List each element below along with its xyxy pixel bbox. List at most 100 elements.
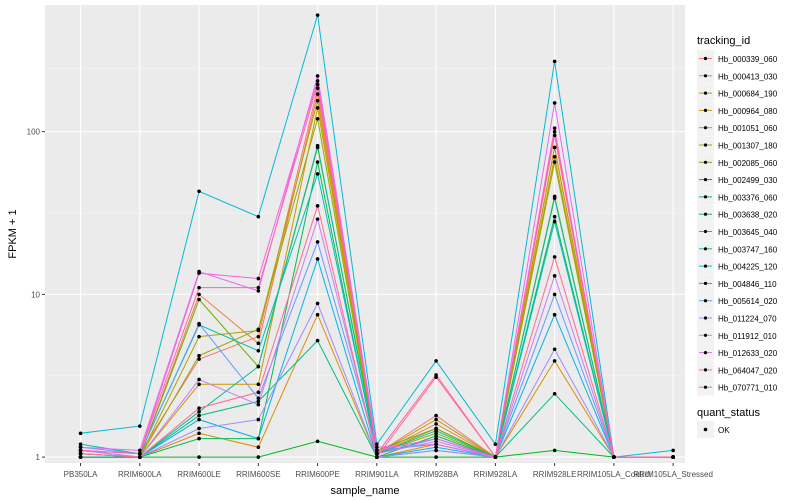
data-point — [256, 399, 261, 404]
legend2-label: OK — [718, 426, 730, 435]
x-tick-label: RRIM928BA — [414, 470, 459, 479]
data-point — [552, 391, 557, 396]
legend-label[interactable]: Hb_002499_030 — [718, 176, 778, 185]
legend-point — [703, 385, 708, 389]
legend-label[interactable]: Hb_003376_060 — [718, 193, 778, 202]
legend-point — [703, 108, 708, 112]
x-tick-label: RRIM600PE — [295, 470, 339, 479]
legend-label[interactable]: Hb_011224_070 — [718, 315, 777, 324]
data-point — [552, 347, 557, 352]
data-point — [552, 126, 557, 130]
data-point — [256, 327, 261, 332]
legend-label[interactable]: Hb_011912_010 — [718, 332, 777, 341]
legend-label[interactable]: Hb_004225_120 — [718, 263, 778, 272]
data-point — [78, 442, 83, 447]
data-point — [256, 349, 261, 353]
legend-label[interactable]: Hb_000684_190 — [718, 90, 778, 99]
data-point — [256, 334, 261, 339]
legend-point — [703, 299, 708, 303]
data-point — [197, 285, 201, 290]
legend-label[interactable]: Hb_003638_020 — [718, 211, 778, 220]
legend-point — [703, 195, 708, 199]
data-point — [138, 455, 142, 459]
data-point — [256, 455, 261, 459]
legend-point — [703, 160, 708, 164]
data-point — [552, 448, 557, 453]
legend-label[interactable]: Hb_000964_080 — [718, 107, 778, 116]
legend-label[interactable]: Hb_064047_020 — [718, 366, 778, 375]
data-point — [197, 377, 201, 382]
data-point — [256, 396, 261, 401]
data-point — [197, 297, 201, 302]
y-axis-label: FPKM + 1 — [7, 209, 19, 258]
data-point — [434, 413, 438, 418]
data-point — [493, 442, 498, 447]
data-point — [256, 289, 261, 293]
data-point — [315, 74, 320, 78]
legend-point — [703, 316, 708, 320]
data-point — [552, 274, 557, 278]
data-point — [315, 257, 320, 261]
y-tick-label: 10 — [31, 290, 40, 299]
data-point — [197, 426, 201, 431]
x-tick-label: PB350LA — [64, 470, 98, 479]
data-point — [375, 448, 379, 453]
legend-title: tracking_id — [697, 35, 750, 47]
data-point — [315, 312, 320, 317]
data-point — [434, 431, 438, 436]
data-point — [552, 292, 557, 297]
data-point — [434, 448, 438, 453]
data-point — [315, 98, 320, 103]
data-point — [138, 451, 142, 456]
data-point — [434, 439, 438, 444]
data-point — [552, 312, 557, 317]
legend-point — [703, 264, 708, 268]
legend-label[interactable]: Hb_000413_030 — [718, 72, 778, 81]
x-tick-label: RRIM105LA_Control — [577, 470, 651, 479]
data-point — [197, 321, 201, 326]
data-point — [256, 402, 261, 407]
data-point — [671, 448, 675, 453]
legend-point — [703, 143, 708, 147]
data-point — [552, 145, 557, 150]
data-point — [493, 455, 498, 459]
data-point — [256, 364, 261, 369]
legend-label[interactable]: Hb_003645_040 — [718, 228, 778, 237]
legend-label[interactable]: Hb_001307_180 — [718, 142, 778, 151]
legend-point — [703, 91, 708, 95]
data-point — [552, 160, 557, 164]
data-point — [315, 338, 320, 343]
points — [78, 13, 675, 459]
legend-label[interactable]: Hb_002085_060 — [718, 159, 778, 168]
legend2-title: quant_status — [697, 407, 760, 419]
data-point — [197, 455, 201, 459]
legend-label[interactable]: Hb_012633_020 — [718, 349, 778, 358]
data-point — [434, 422, 438, 426]
data-point — [315, 301, 320, 306]
data-point — [256, 382, 261, 387]
data-point — [434, 455, 438, 459]
data-point — [197, 413, 201, 418]
legend-label[interactable]: Hb_070771_010 — [718, 384, 778, 393]
legend-point — [703, 126, 708, 130]
legend-label[interactable]: Hb_001051_060 — [718, 124, 778, 133]
legend-label[interactable]: Hb_003747_160 — [718, 245, 778, 254]
x-tick-label: RRIM600SE — [236, 470, 280, 479]
data-point — [552, 101, 557, 105]
x-axis-label: sample_name — [330, 485, 399, 497]
x-tick-label: RRIM928LE — [533, 470, 577, 479]
data-point — [197, 409, 201, 414]
data-point — [552, 133, 557, 138]
legend-point — [703, 281, 708, 285]
data-point — [315, 204, 320, 208]
data-point — [552, 214, 557, 219]
data-point — [671, 455, 675, 459]
legend2-items: OK — [697, 421, 730, 438]
legend-point — [703, 212, 708, 216]
y-tick-label: 1 — [36, 453, 41, 462]
legend-label[interactable]: Hb_000339_060 — [718, 55, 778, 64]
legend-point — [703, 178, 708, 182]
legend-label[interactable]: Hb_005614_020 — [718, 297, 778, 306]
legend-label[interactable]: Hb_004846_110 — [718, 280, 777, 289]
data-point — [434, 442, 438, 447]
